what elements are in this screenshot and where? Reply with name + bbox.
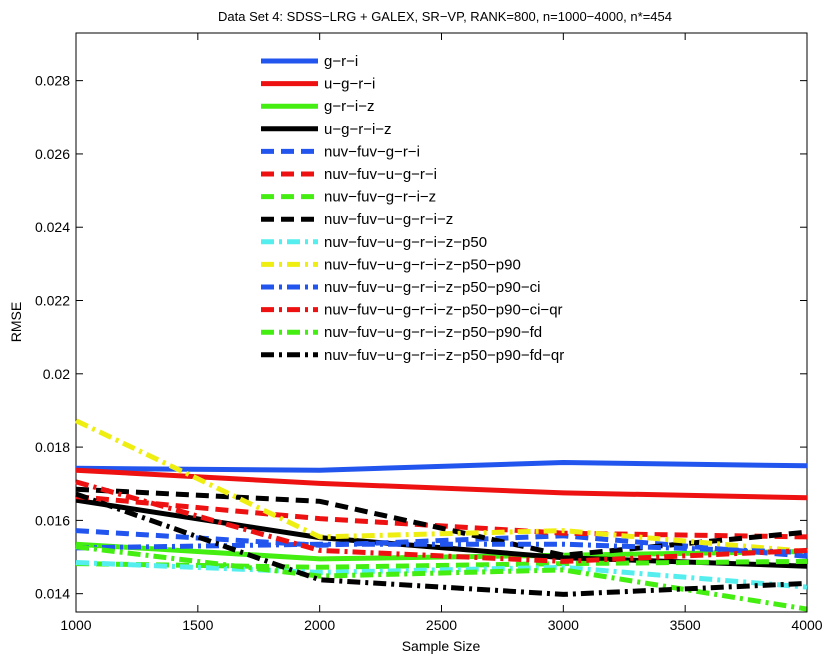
y-tick-label: 0.02 — [43, 366, 70, 382]
series-line-1 — [75, 459, 808, 473]
chart-title: Data Set 4: SDSS−LRG + GALEX, SR−VP, RAN… — [218, 9, 672, 24]
x-axis-label: Sample Size — [402, 638, 481, 654]
legend-label-4: u−g−r−i−z — [324, 121, 392, 138]
y-axis: 0.014 0.016 0.018 0.02 0.022 0.024 0.026 0.028 — [35, 73, 807, 602]
legend-label-7: nuv−fuv−g−r−i−z — [324, 189, 436, 206]
series-line-7 — [75, 558, 808, 570]
x-tick-label: 4000 — [791, 617, 822, 633]
legend-label-5: nuv−fuv−g−r−i — [324, 143, 420, 160]
x-tick-label: 1000 — [60, 617, 91, 633]
series-line-12 — [75, 479, 808, 564]
series-line-13 — [75, 544, 808, 612]
y-tick-label: 0.026 — [35, 146, 70, 162]
legend-label-11: nuv−fuv−u−g−r−i−z−p50−p90−ci — [324, 279, 540, 296]
y-tick-label: 0.018 — [35, 439, 70, 455]
x-tick-label: 1500 — [182, 617, 213, 633]
y-tick-label: 0.028 — [35, 73, 70, 89]
series-line-8 — [75, 486, 808, 558]
y-axis-label: RMSE — [8, 302, 24, 342]
y-tick-label: 0.016 — [35, 512, 70, 528]
legend-label-2: u−g−r−i — [324, 76, 375, 93]
legend-label-12: nuv−fuv−u−g−r−i−z−p50−p90−ci−qr — [324, 302, 563, 319]
x-axis: 1000 1500 2000 2500 3000 3500 4000 — [60, 33, 823, 633]
legend-label-13: nuv−fuv−u−g−r−i−z−p50−p90−fd — [324, 324, 542, 341]
legend-label-10: nuv−fuv−u−g−r−i−z−p50−p90 — [324, 256, 521, 273]
series-line-10 — [74, 418, 808, 554]
y-tick-label: 0.022 — [35, 293, 70, 309]
series-line-14 — [75, 491, 808, 597]
series-line-11 — [75, 541, 808, 556]
y-tick-label: 0.014 — [35, 586, 70, 602]
x-tick-label: 2000 — [304, 617, 335, 633]
series-line-9 — [75, 560, 808, 590]
legend-label-9: nuv−fuv−u−g−r−i−z−p50 — [324, 234, 487, 251]
x-tick-label: 3500 — [670, 617, 701, 633]
x-tick-label: 2500 — [426, 617, 457, 633]
legend-label-1: g−r−i — [324, 53, 358, 70]
plot-lines — [74, 418, 808, 612]
x-tick-label: 3000 — [548, 617, 579, 633]
plot-frame — [75, 32, 808, 613]
legend-label-6: nuv−fuv−u−g−r−i — [324, 166, 437, 183]
y-tick-label: 0.024 — [35, 219, 70, 235]
legend-label-8: nuv−fuv−u−g−r−i−z — [324, 211, 453, 228]
legend: g−r−i u−g−r−i g−r−i−z u−g−r−i−z nuv−fuv−g−r−… — [261, 53, 564, 364]
legend-label-3: g−r−i−z — [324, 98, 374, 115]
legend-label-14: nuv−fuv−u−g−r−i−z−p50−p90−fd−qr — [324, 347, 564, 364]
